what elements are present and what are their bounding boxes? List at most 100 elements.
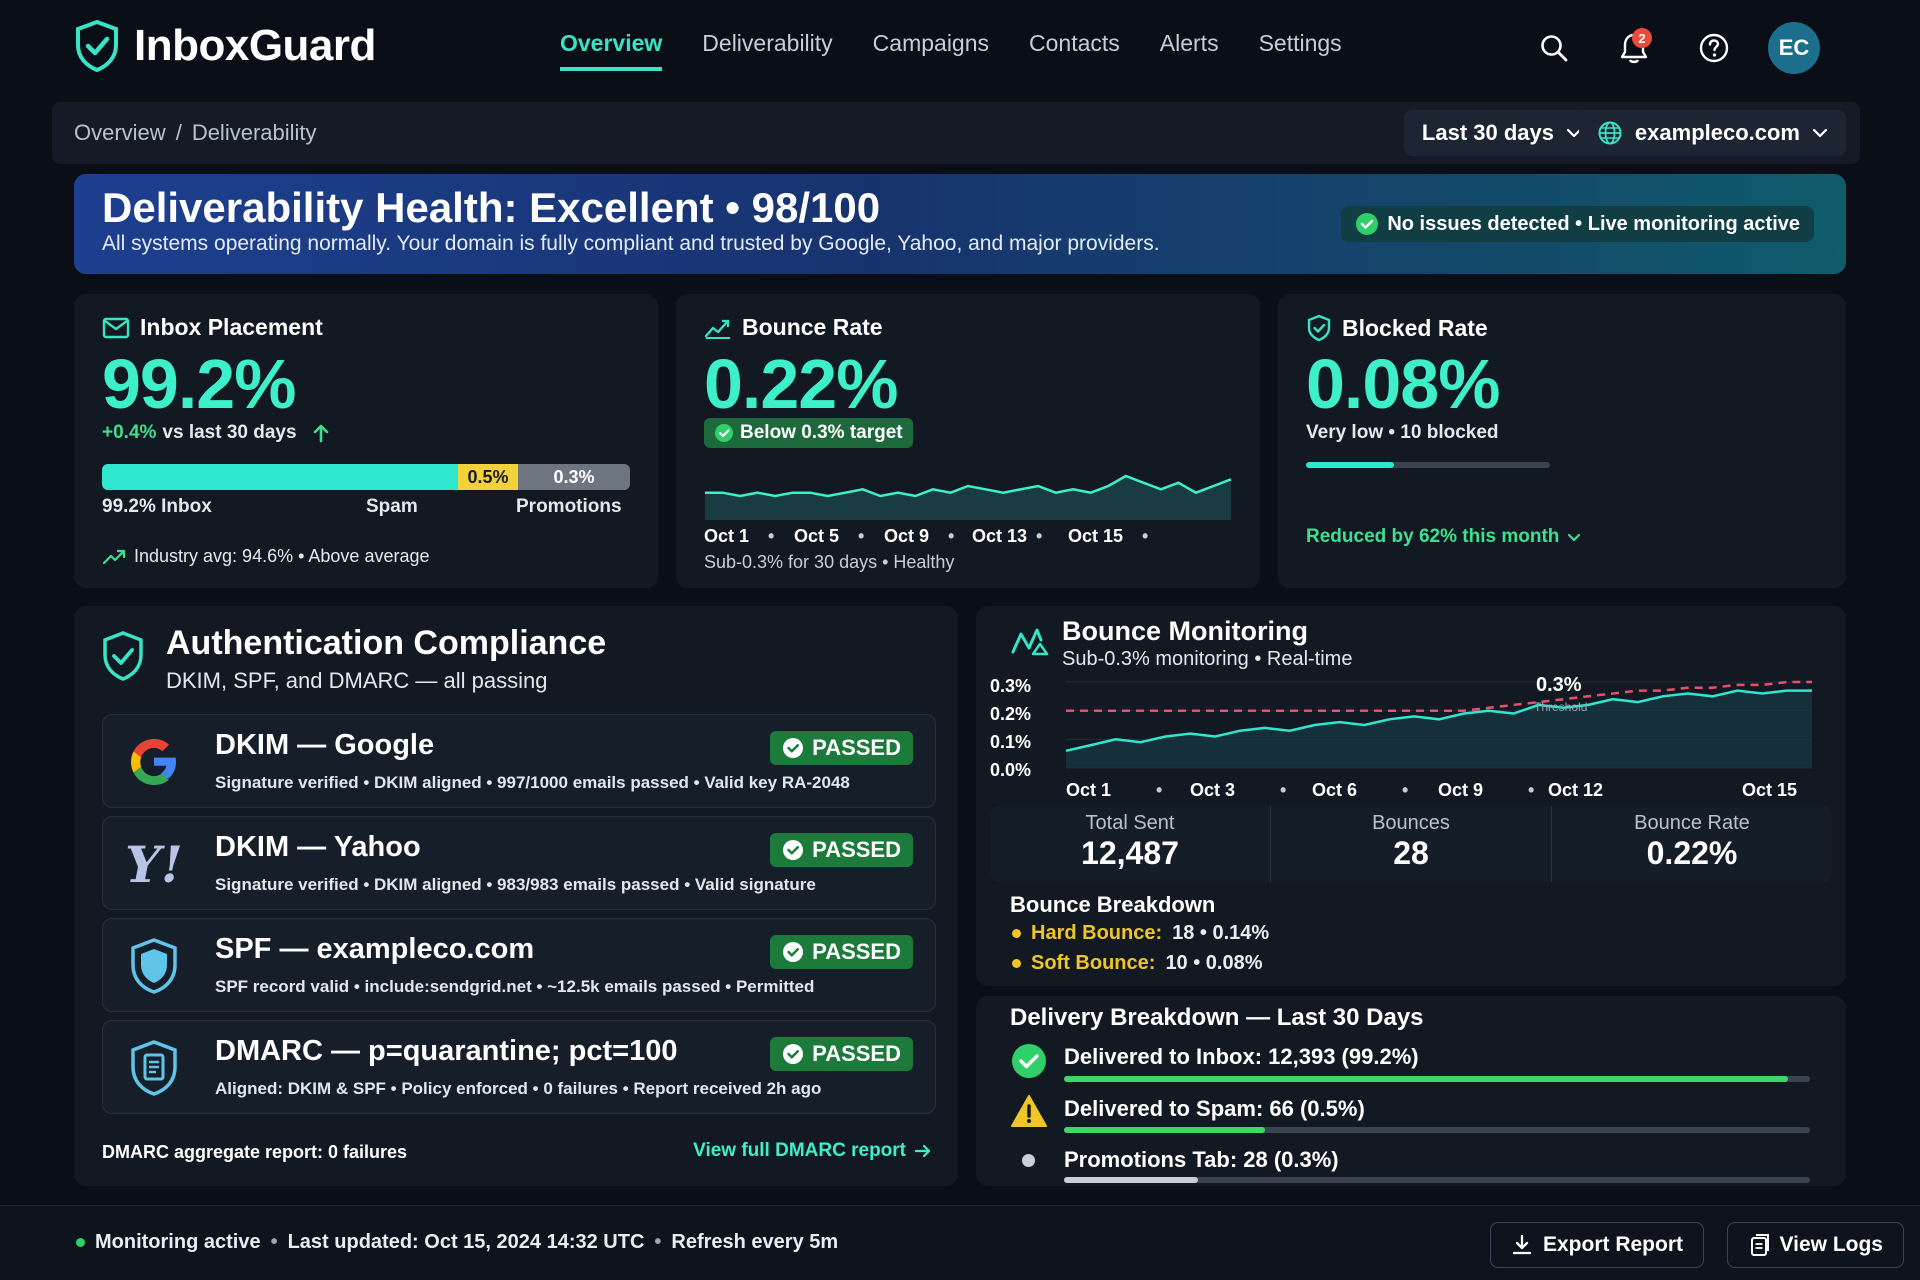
health-title: Deliverability Health: Excellent • 98/10… [102, 184, 881, 231]
x-tick-label: Oct 15 [1742, 780, 1798, 800]
nav-alerts[interactable]: Alerts [1159, 30, 1219, 56]
inbox-placement-header: Inbox Placement [102, 314, 323, 341]
check-circle-icon [782, 737, 804, 759]
arrow-right-icon [914, 1144, 932, 1158]
bounce-x-axis: Oct 1 • Oct 5 • Oct 9 • Oct 13 • Oct 15 • [704, 526, 1232, 550]
reduced-link[interactable]: Reduced by 62% this month [1306, 526, 1581, 548]
bounce-monitor-y-axis: 0.3% 0.2% 0.1% 0.0% [990, 676, 1050, 786]
nav-campaigns[interactable]: Campaigns [872, 30, 990, 56]
app-logo[interactable]: InboxGuard [74, 20, 376, 72]
hard-bounce-row: Hard Bounce: 18 • 0.14% [1012, 922, 1269, 945]
delivery-breakdown-title: Delivery Breakdown — Last 30 Days [1010, 1004, 1424, 1031]
nav-contacts[interactable]: Contacts [1029, 30, 1120, 56]
threshold-value-label: 0.3% [1536, 674, 1582, 696]
view-logs-button[interactable]: View Logs [1726, 1222, 1904, 1268]
auth-row-dmarc[interactable]: DMARC — p=quarantine; pct=100 Aligned: D… [102, 1020, 936, 1114]
breadcrumb: Overview / Deliverability [74, 120, 317, 146]
blocked-rate-subtitle: Very low • 10 blocked [1306, 422, 1499, 443]
x-tick-label: Oct 9 [884, 526, 930, 546]
yellow-dot-icon [1012, 959, 1021, 968]
passed-badge: PASSED [770, 935, 913, 969]
industry-average: Industry avg: 94.6% • Above average [102, 546, 430, 567]
bell-icon[interactable]: 2 [1608, 22, 1660, 74]
monitoring-active-text: Monitoring active [95, 1231, 261, 1253]
stat-bounces: Bounces 28 [1271, 806, 1552, 882]
status-text: No issues detected • Live monitoring act… [1387, 212, 1800, 235]
auth-row-dkim-yahoo[interactable]: Y! DKIM — Yahoo Signature verified • DKI… [102, 816, 936, 910]
delivery-inbox-bar-fill [1064, 1076, 1788, 1082]
breadcrumb-current: Deliverability [191, 120, 317, 145]
chevron-down-icon [1566, 128, 1582, 138]
pulse-chart-icon [1010, 624, 1050, 658]
search-icon[interactable] [1528, 22, 1580, 74]
nav-overview[interactable]: Overview [560, 30, 663, 71]
view-logs-label: View Logs [1779, 1233, 1883, 1256]
y-tick-label: 0.1% [990, 732, 1032, 752]
passed-text: PASSED [812, 939, 901, 964]
main-nav: Overview Deliverability Campaigns Contac… [560, 30, 1342, 71]
x-tick-separator: • [948, 526, 955, 546]
below-target-text: Below 0.3% target [740, 422, 903, 443]
passed-badge: PASSED [770, 731, 913, 765]
auth-row-spf[interactable]: SPF — exampleco.com SPF record valid • i… [102, 918, 936, 1012]
view-dmarc-report-link[interactable]: View full DMARC report [693, 1140, 932, 1162]
bounce-breakdown-title: Bounce Breakdown [1010, 892, 1216, 917]
stat-total-sent: Total Sent 12,487 [990, 806, 1271, 882]
shield-logo-icon [74, 20, 120, 72]
delivery-spam-bar-fill [1064, 1127, 1266, 1133]
auth-row-title: DKIM — Yahoo [215, 831, 421, 863]
envelope-icon [102, 317, 130, 339]
yahoo-logo-icon: Y! [125, 834, 183, 894]
check-circle-icon [1010, 1042, 1048, 1080]
notification-badge: 2 [1632, 28, 1652, 48]
breadcrumb-separator: / [175, 120, 182, 145]
bounce-monitor-chart [1066, 680, 1812, 769]
arrow-up-icon [313, 423, 329, 443]
shield-document-icon [121, 1035, 187, 1101]
delivery-spam-label: Delivered to Spam: 66 (0.5%) [1064, 1096, 1365, 1121]
x-tick-separator: • [1280, 780, 1287, 800]
bounce-rate-value: 0.22% [704, 345, 898, 423]
breadcrumb-root[interactable]: Overview [74, 120, 166, 145]
health-banner: Deliverability Health: Excellent • 98/10… [74, 174, 1846, 274]
nav-deliverability[interactable]: Deliverability [702, 30, 833, 56]
placement-bar-inbox [102, 464, 458, 490]
auth-row-title: DKIM — Google [215, 729, 435, 761]
x-tick-separator: • [1402, 780, 1409, 800]
gray-dot-icon [1022, 1154, 1035, 1167]
delivery-promotions-bar [1064, 1177, 1810, 1183]
placement-bar-spam: 0.5% [458, 464, 518, 490]
shield-check-icon [100, 630, 146, 682]
export-report-button[interactable]: Export Report [1489, 1222, 1704, 1268]
auth-subtitle: DKIM, SPF, and DMARC — all passing [166, 668, 548, 693]
inbox-change-suffix: vs last 30 days [162, 422, 297, 443]
avatar[interactable]: EC [1768, 22, 1820, 74]
y-tick-label: 0.2% [990, 704, 1032, 724]
separator-dot: • [654, 1231, 662, 1253]
hard-bounce-label: Hard Bounce: [1031, 922, 1163, 944]
auth-title: Authentication Compliance [166, 624, 607, 662]
nav-settings[interactable]: Settings [1258, 30, 1342, 56]
blocked-rate-card: Blocked Rate 0.08% Very low • 10 blocked… [1278, 294, 1846, 588]
auth-row-dkim-google[interactable]: DKIM — Google Signature verified • DKIM … [102, 714, 936, 808]
threshold-line [1066, 680, 1812, 712]
delivery-inbox-label: Delivered to Inbox: 12,393 (99.2%) [1064, 1044, 1419, 1069]
delivery-spam-bar [1064, 1127, 1810, 1133]
bounce-sparkline-area [705, 476, 1231, 520]
bounce-monitor-x-axis: Oct 1 • Oct 3 • Oct 6 • Oct 9 • Oct 12 Oct 15 [1066, 780, 1812, 804]
last-updated-text: Last updated: Oct 15, 2024 14:32 UTC [287, 1231, 645, 1253]
date-range-select[interactable]: Last 30 days [1403, 110, 1600, 156]
domain-select[interactable]: exampleco.com [1578, 110, 1846, 156]
logs-icon [1748, 1233, 1770, 1257]
date-range-value: Last 30 days [1421, 120, 1554, 145]
x-tick-label: Oct 1 [704, 526, 750, 546]
refresh-interval-text: Refresh every 5m [671, 1231, 839, 1253]
google-logo-icon [121, 729, 187, 795]
monitoring-status: Monitoring active • Last updated: Oct 15… [76, 1231, 838, 1254]
help-icon[interactable] [1688, 22, 1740, 74]
app-name: InboxGuard [134, 21, 376, 70]
bounce-sparkline [705, 474, 1232, 520]
status-footer: Monitoring active • Last updated: Oct 15… [0, 1205, 1920, 1280]
x-tick-separator: • [768, 526, 775, 546]
inbox-placement-value: 99.2% [102, 345, 296, 423]
